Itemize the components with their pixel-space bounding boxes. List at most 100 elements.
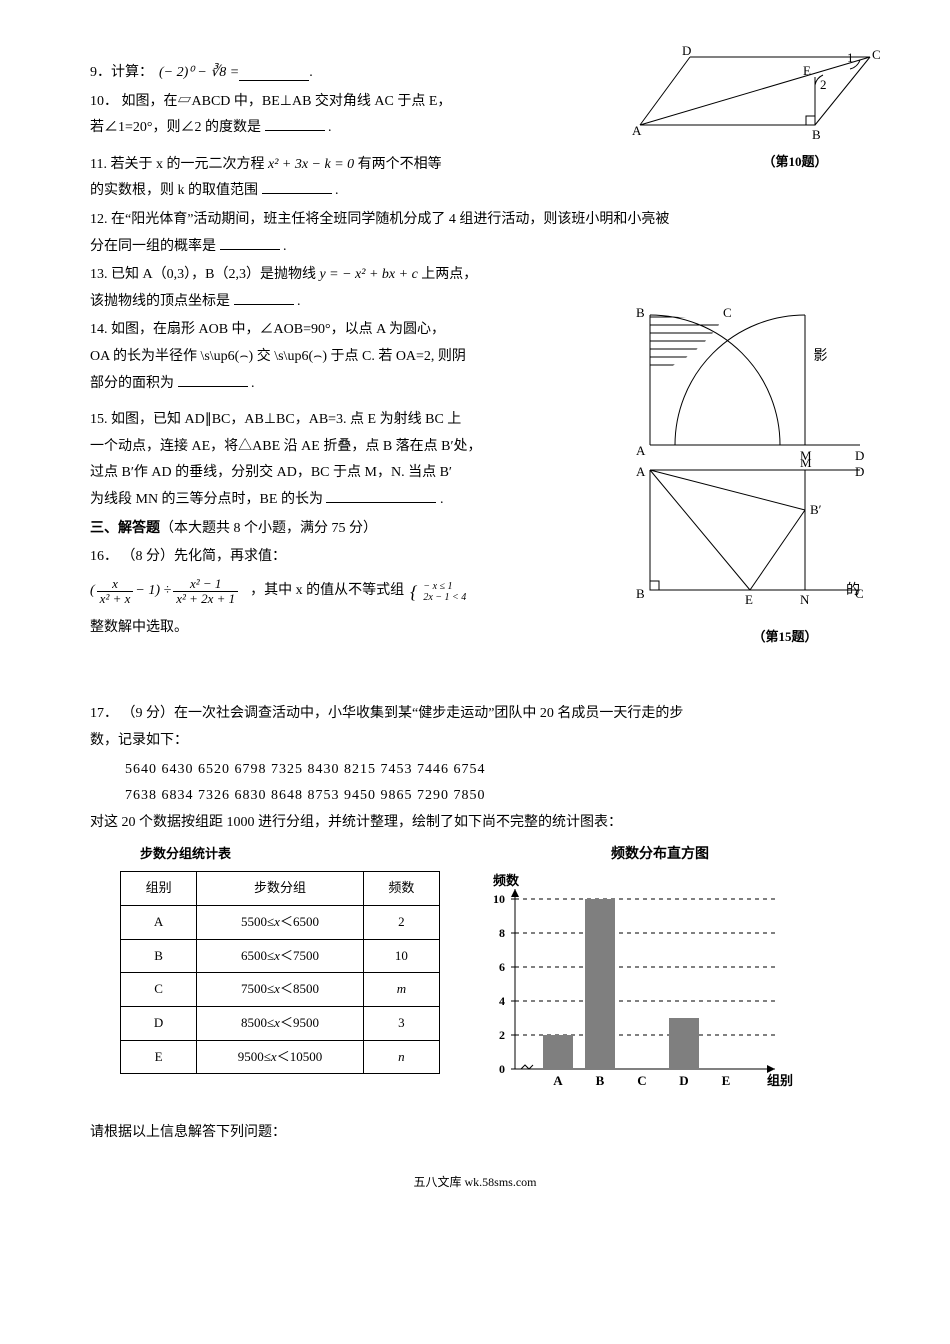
q11-expr: x² + 3x − k = 0 [268, 157, 354, 172]
q12-num: 12. [90, 212, 108, 227]
histogram-block: 频数分布直方图 0246810ABCDE频数组别 [440, 842, 860, 1119]
q11-num: 11. [90, 157, 107, 172]
svg-text:组别: 组别 [767, 1073, 793, 1088]
q15-blank [326, 488, 436, 503]
label-D: D [855, 464, 864, 479]
q11-l2a: 的实数根，则 k 的取值范围 [90, 183, 258, 198]
svg-text:6: 6 [499, 960, 505, 974]
q16-sys1: − x ≤ 1 [423, 581, 452, 592]
svg-text:10: 10 [493, 892, 505, 906]
svg-text:4: 4 [499, 994, 505, 1008]
freq-header: 步数分组 [197, 872, 364, 906]
label-Bprime: B′ [810, 502, 822, 517]
figure-q14: B C A M D [620, 305, 890, 476]
q13-num: 13. [90, 267, 108, 282]
label-D: D [682, 45, 691, 58]
table-row: B6500≤x＜750010 [121, 939, 440, 973]
label-angle1: 1 [847, 50, 854, 65]
svg-text:D: D [679, 1073, 688, 1088]
label-A: A [632, 123, 642, 138]
q10-blank [265, 116, 325, 131]
q12-tail: . [283, 239, 287, 254]
question-17: 17． （9 分）在一次社会调查活动中，小华收集到某“健步走运动”团队中 20 … [90, 701, 860, 754]
q13-l2: 该抛物线的顶点坐标是 [90, 294, 230, 309]
q14-num: 14. [90, 322, 108, 337]
q10-tail: . [328, 120, 332, 135]
label-E: E [745, 592, 753, 607]
q17-data-row1: 5640 6430 6520 6798 7325 8430 8215 7453 … [90, 757, 860, 784]
label-E: E [803, 63, 811, 78]
label-C: C [872, 47, 881, 62]
q17-l1: （9 分）在一次社会调查活动中，小华收集到某“健步走运动”团队中 20 名成员一… [122, 706, 684, 721]
table-chart-row: 步数分组统计表 组别步数分组频数 A5500≤x＜65002B6500≤x＜75… [90, 842, 860, 1119]
q9-num: 9． [90, 60, 111, 87]
q12-l2: 分在同一组的概率是 [90, 239, 216, 254]
q17-l4: 请根据以上信息解答下列问题： [90, 1120, 860, 1147]
page-footer: 五八文库 wk.58sms.com [90, 1171, 860, 1194]
q14-l1: 如图，在扇形 AOB 中，∠AOB=90°，以点 A 为圆心， [111, 322, 445, 337]
q15-l1: 如图，已知 AD∥BC，AB⊥BC，AB=3. 点 E 为射线 BC 上 [111, 412, 461, 427]
freq-table-title: 步数分组统计表 [120, 842, 440, 867]
svg-text:E: E [722, 1073, 731, 1088]
q15-l2: 一个动点，连接 AE，将△ABE 沿 AE 折叠，点 B 落在点 B′处， [90, 439, 482, 454]
q15-num: 15. [90, 412, 108, 427]
table-row: D8500≤x＜95003 [121, 1006, 440, 1040]
q15-l4: 为线段 MN 的三等分点时，BE 的长为 [90, 492, 323, 507]
label-B: B [636, 305, 645, 320]
sector-svg: B C A M D [620, 305, 890, 465]
fold-svg: A B C D M N E B′ [620, 460, 890, 620]
q13-l1a: 已知 A（0,3），B（2,3）是抛物线 [111, 267, 316, 282]
page-content: A B C D E 1 2 （第10题） [90, 60, 860, 1194]
table-row: E9500≤x＜10500n [121, 1040, 440, 1074]
q14-l3: 部分的面积为 [90, 376, 174, 391]
q11-blank [262, 179, 332, 194]
q9-blank [239, 66, 309, 81]
q13-blank [234, 290, 294, 305]
figure-q15: A B C D M N E B′ （第15题） [620, 460, 890, 649]
q15-tail: . [440, 492, 444, 507]
svg-text:A: A [553, 1073, 563, 1088]
freq-header: 组别 [121, 872, 197, 906]
q9-text: 计算： [111, 60, 153, 87]
label-N: N [800, 592, 810, 607]
figure-q15-caption: （第15题） [620, 625, 890, 650]
table-row: A5500≤x＜65002 [121, 905, 440, 939]
histogram-svg: 0246810ABCDE频数组别 [460, 869, 820, 1109]
svg-text:C: C [637, 1073, 646, 1088]
q16-sys2: 2x − 1 < 4 [423, 592, 466, 603]
q17-l2: 数，记录如下： [90, 733, 188, 748]
parallelogram-svg: A B C D E 1 2 [620, 45, 890, 145]
question-12: 12. 在“阳光体育”活动期间，班主任将全班同学随机分成了 4 组进行活动，则该… [90, 207, 860, 260]
label-angle2: 2 [820, 77, 827, 92]
q16-num: 16． [90, 549, 118, 564]
q14-tail: . [251, 376, 255, 391]
q12-l1: 在“阳光体育”活动期间，班主任将全班同学随机分成了 4 组进行活动，则该班小明和… [111, 212, 669, 227]
q10-l2: 若∠1=20°，则∠2 的度数是 [90, 120, 261, 135]
q10-num: 10． [90, 94, 118, 109]
svg-text:B: B [596, 1073, 605, 1088]
q14-blank [178, 372, 248, 387]
q10-l1: 如图，在▱ABCD 中，BE⊥AB 交对角线 AC 于点 E， [122, 94, 452, 109]
svg-text:0: 0 [499, 1062, 505, 1076]
table-row: C7500≤x＜8500m [121, 973, 440, 1007]
q13-l1b: 上两点， [421, 267, 477, 282]
label-C: C [723, 305, 732, 320]
q12-blank [220, 235, 280, 250]
freq-table: 组别步数分组频数 A5500≤x＜65002B6500≤x＜750010C750… [120, 871, 440, 1074]
label-B: B [636, 586, 645, 601]
q13-tail: . [297, 294, 301, 309]
q9-expr: (− 2)⁰ − ∛8 = [159, 60, 239, 87]
figure-q10: A B C D E 1 2 （第10题） [620, 45, 890, 174]
q16-mid: ，其中 x 的值从不等式组 [250, 578, 404, 605]
figure-q10-caption: （第10题） [620, 150, 890, 175]
q13-expr: y = − x² + bx + c [319, 267, 421, 282]
q16-l1: （8 分）先化简，再求值： [122, 549, 287, 564]
label-B: B [812, 127, 821, 142]
freq-table-block: 步数分组统计表 组别步数分组频数 A5500≤x＜65002B6500≤x＜75… [90, 842, 440, 1074]
q14-l2a: OA 的长为半径作 \s\up6(⌢) 交 \s\up6(⌢) 于点 C. 若 … [90, 344, 630, 371]
label-A: A [636, 443, 646, 458]
label-M: M [800, 460, 812, 470]
histogram-title: 频数分布直方图 [460, 842, 860, 869]
label-C: C [855, 586, 864, 601]
svg-text:8: 8 [499, 926, 505, 940]
